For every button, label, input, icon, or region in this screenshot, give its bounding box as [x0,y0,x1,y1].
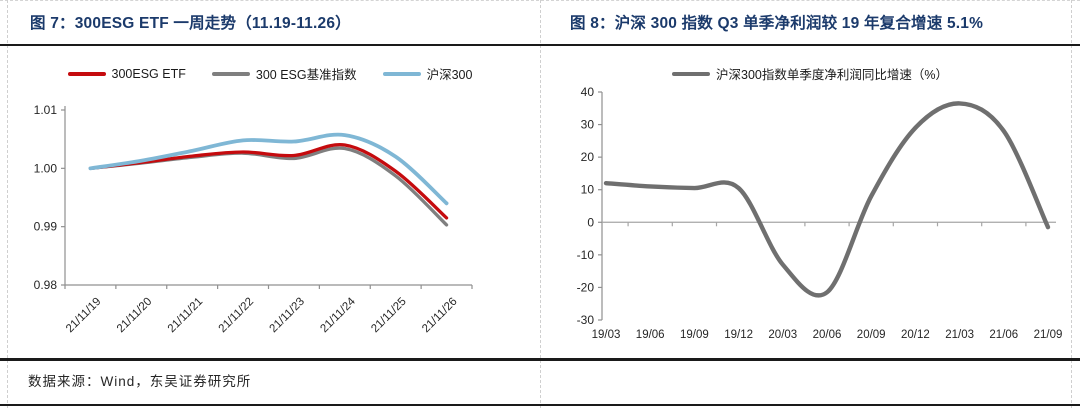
legend-item-csi300: 沪深300 [382,64,473,83]
fig7-xtick-label: 21/11/22 [217,296,257,336]
fig7-ytick-label: 1.00 [34,161,58,175]
fig7-xtick-label: 21/11/25 [369,296,409,336]
footer-bottom-rule [0,404,1080,406]
fig8-xtick-label: 19/03 [592,329,621,341]
fig7-xtick-label: 21/11/20 [115,296,155,336]
fig8-ytick-label: -20 [577,280,595,294]
fig7-axes: 1.01 1.00 0.99 0.98 21/11/19 21/11/20 21/11/21… [34,103,473,336]
fig8-xtick-label: 20/12 [901,329,930,341]
figure7-legend: 300ESG ETF 300 ESG基准指数 沪深300 [0,64,540,83]
figure8-line-chart: 40 30 20 10 0 -10 -20 -30 19/03 19/06 19/09 19/12 20… [577,85,1063,341]
frame-left-dashed-border [7,0,8,408]
fig7-xtick-label: 21/11/19 [64,296,104,336]
legend-swatch-profit-growth [672,71,710,76]
figure8-title: 图 8：沪深 300 指数 Q3 单季净利润较 19 年复合增速 5.1% [570,15,984,32]
legend-label-profit-growth: 沪深300指数单季度净利润同比增速（%） [716,68,948,82]
legend-item-profit-growth: 沪深300指数单季度净利润同比增速（%） [672,64,948,83]
fig8-xtick-label: 20/06 [813,329,842,341]
legend-label-csi300: 沪深300 [426,68,473,82]
legend-swatch-esg-benchmark [211,71,250,76]
fig8-xtick-label: 20/09 [857,329,886,341]
fig7-xtick-label: 21/11/24 [318,295,358,335]
fig8-series-0 [603,101,1051,298]
data-source-note: 数据来源：Wind，东吴证券研究所 [28,374,252,389]
fig8-ytick-label: 0 [587,215,594,229]
fig7-ytick-label: 0.99 [34,220,58,234]
fig7-xtick-label: 21/11/26 [420,296,460,336]
fig8-ytick-label: 30 [581,118,595,132]
fig8-ytick-label: 10 [581,183,595,197]
legend-item-300esg-etf: 300ESG ETF [67,66,186,81]
fig8-xtick-label: 19/09 [680,329,709,341]
legend-item-esg-benchmark: 300 ESG基准指数 [211,64,357,83]
fig8-xtick-label: 19/06 [636,329,665,341]
legend-swatch-300esg-etf [67,71,106,76]
legend-swatch-csi300 [382,71,421,76]
figure7-line-chart: 1.01 1.00 0.99 0.98 21/11/19 21/11/20 21/11/21… [34,103,473,336]
fig8-xtick-label: 21/06 [989,329,1018,341]
fig7-series-2 [88,132,449,206]
frame-center-dashed-divider [540,0,541,408]
fig7-xtick-label: 21/11/23 [268,296,308,336]
fig8-axes: 40 30 20 10 0 -10 -20 -30 19/03 19/06 19/09 19/12 20… [577,85,1063,341]
fig8-ytick-label: -30 [577,313,595,327]
fig8-ytick-label: -10 [577,248,595,262]
fig8-xtick-label: 20/03 [768,329,797,341]
fig7-ytick-label: 1.01 [34,103,58,117]
fig7-xtick-label: 21/11/21 [166,296,206,336]
chart-bottom-rule [0,358,1080,361]
figure7-title: 图 7：300ESG ETF 一周走势（11.19-11.26） [30,15,351,32]
legend-label-300esg-etf: 300ESG ETF [111,66,186,81]
fig8-ytick-label: 20 [581,150,595,164]
fig8-ytick-label: 40 [581,85,595,99]
fig8-xtick-label: 21/03 [945,329,974,341]
frame-right-dashed-border [1071,0,1072,408]
title-underline-rule [0,44,1080,46]
fig8-xtick-label: 19/12 [724,329,753,341]
fig7-series-0 [88,143,449,220]
legend-label-esg-benchmark: 300 ESG基准指数 [255,68,357,82]
fig7-ytick-label: 0.98 [34,278,58,292]
figure8-legend: 沪深300指数单季度净利润同比增速（%） [540,64,1080,83]
fig8-xtick-label: 21/09 [1034,329,1063,341]
